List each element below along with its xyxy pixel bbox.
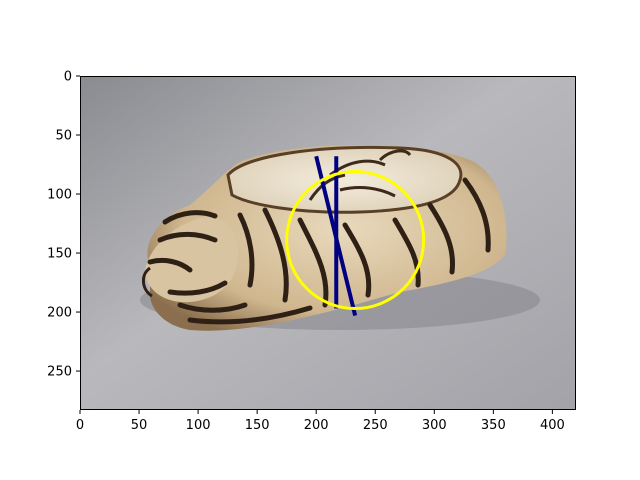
y-tick-label: 150 xyxy=(47,247,72,262)
x-axis: 0 50 100 150 200 250 300 350 400 xyxy=(76,410,565,433)
y-tick-label: 0 xyxy=(64,70,72,85)
x-tick-label: 250 xyxy=(363,418,388,433)
plot-frame xyxy=(80,76,576,410)
y-tick-label: 200 xyxy=(47,306,72,321)
x-tick-label: 350 xyxy=(481,418,506,433)
x-tick-label: 0 xyxy=(76,418,84,433)
navy-line-diagonal xyxy=(314,155,358,317)
plot-area xyxy=(80,76,576,410)
x-tick-label: 400 xyxy=(540,418,565,433)
x-tick-label: 50 xyxy=(131,418,148,433)
x-tick-label: 300 xyxy=(422,418,447,433)
overlay-lines xyxy=(314,155,358,317)
yellow-circle xyxy=(285,170,426,311)
x-tick-label: 100 xyxy=(186,418,211,433)
x-tick-label: 150 xyxy=(245,418,270,433)
x-tick-label: 200 xyxy=(304,418,329,433)
y-tick-label: 100 xyxy=(47,188,72,203)
y-tick-label: 50 xyxy=(55,129,72,144)
y-tick-label: 250 xyxy=(47,365,72,380)
ceramic-tiger-pillow-photo xyxy=(80,76,576,410)
y-axis: 0 50 100 150 200 250 xyxy=(47,70,80,380)
